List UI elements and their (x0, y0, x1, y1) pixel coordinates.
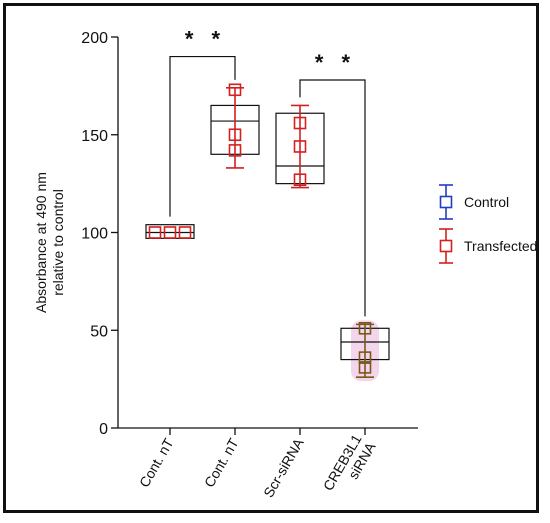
data-point (178, 226, 192, 239)
category-label: Scr-siRNA (260, 435, 307, 500)
legend-entry: Transfected (439, 228, 537, 264)
significance-bracket (299, 79, 366, 317)
box-group (210, 83, 260, 169)
legend-label: Control (464, 194, 509, 210)
data-point (358, 351, 372, 364)
significance-label: * * (315, 50, 356, 75)
bracket-line (299, 79, 366, 317)
category-label: Cont. nT (136, 435, 177, 490)
significance-bracket (169, 55, 236, 217)
y-tick-label: 100 (81, 226, 108, 243)
legend-marker (439, 195, 453, 209)
data-point (293, 116, 307, 130)
box-group (275, 104, 325, 189)
box-group (340, 320, 390, 382)
bracket-line (169, 55, 236, 217)
data-point (293, 140, 307, 153)
plot-marks (145, 55, 390, 382)
y-axis-title: Absorbance at 490 nm relative to control (33, 172, 66, 313)
data-point (228, 83, 242, 97)
y-tick-label: 50 (90, 323, 108, 340)
data-point (228, 128, 242, 142)
category-label-line: Cont. nT (136, 435, 177, 490)
data-point (358, 321, 372, 335)
legend-entry: Control (439, 184, 509, 220)
data-point (293, 173, 307, 187)
data-point (148, 226, 162, 239)
box-group (145, 224, 195, 239)
significance-label: * * (185, 27, 226, 52)
legend: Control Transfected (439, 184, 537, 264)
data-point (358, 361, 372, 374)
data-point (228, 144, 242, 157)
data-point (163, 226, 177, 239)
category-label-line: Scr-siRNA (260, 435, 307, 500)
legend-marker (439, 239, 453, 253)
y-axis-title-line: Absorbance at 490 nm (33, 172, 49, 313)
y-axis-title-line: relative to control (50, 189, 66, 296)
y-tick-label: 0 (99, 421, 108, 438)
category-label-line: Cont. nT (201, 435, 242, 490)
labels: 0 50 100 150 200 Cont. nT Cont. nT Scr-siRNA CRE… (33, 27, 379, 501)
y-tick-label: 200 (81, 30, 108, 47)
legend-label: Transfected (464, 238, 537, 254)
axes (111, 36, 418, 435)
y-tick-label: 150 (81, 128, 108, 145)
category-label: Cont. nT (201, 435, 242, 490)
